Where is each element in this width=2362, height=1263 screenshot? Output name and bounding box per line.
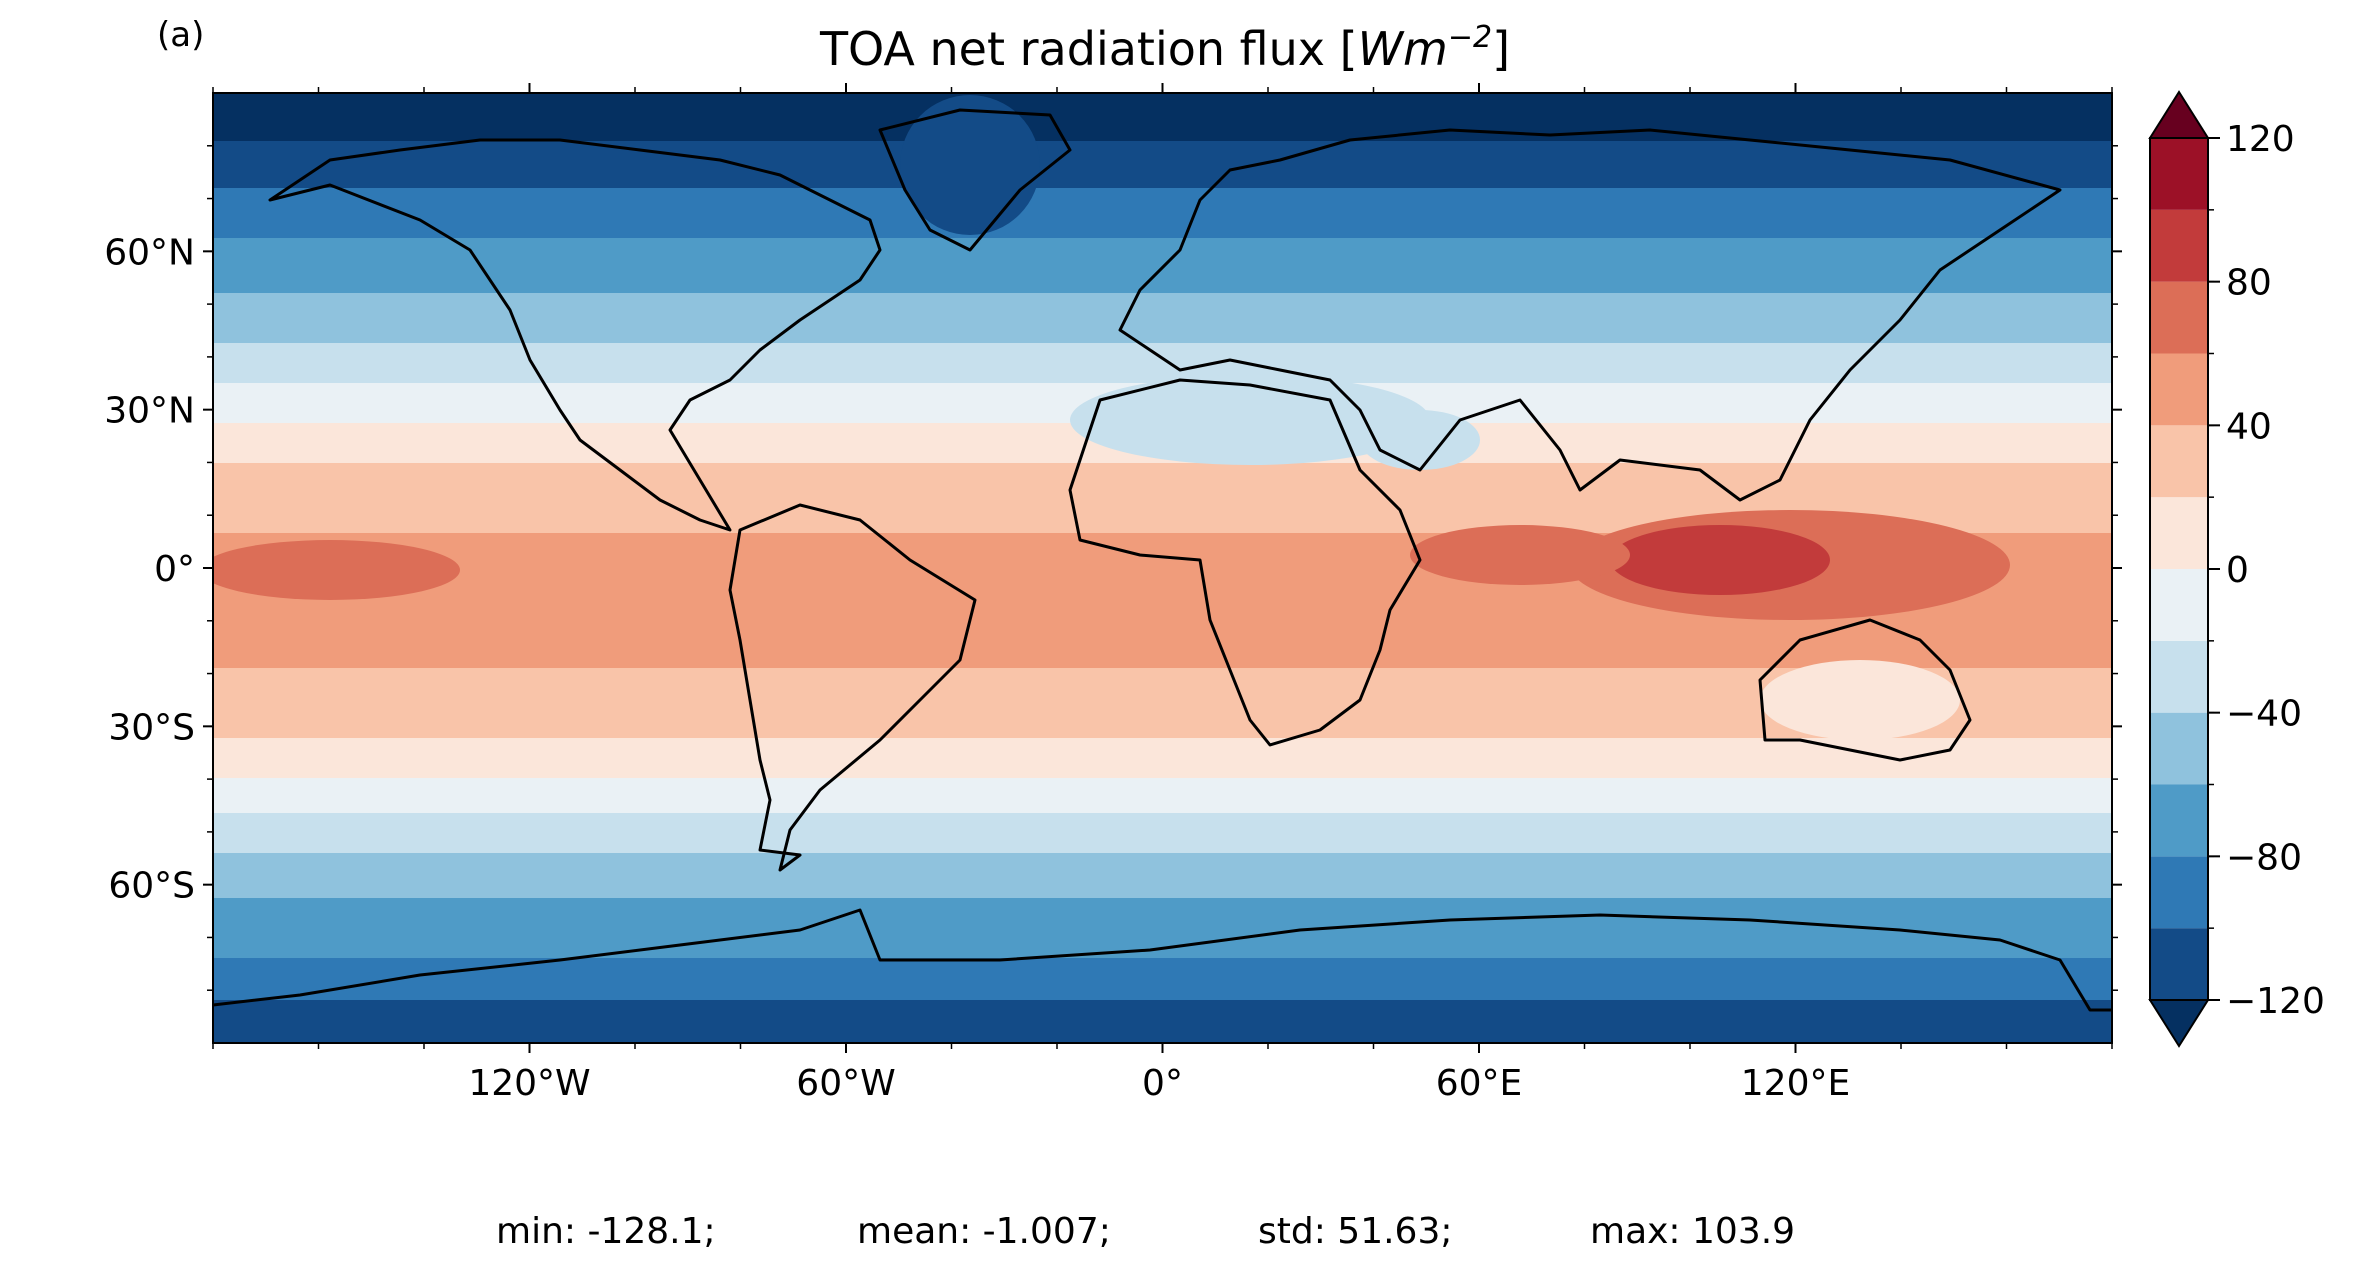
colorbar-segment <box>2150 784 2208 857</box>
band <box>213 293 2112 343</box>
equatorial-pacific-maximum <box>213 540 460 600</box>
map-title-unit: Wm <box>1358 22 1448 76</box>
stat-min: min: -128.1; <box>496 1211 716 1252</box>
band <box>213 93 2112 141</box>
colorbar-segment <box>2150 928 2208 1000</box>
colorbar-tick-label: 80 <box>2226 263 2272 304</box>
radiation-field <box>213 93 2112 1043</box>
band <box>213 738 2112 778</box>
lon-tick-label: 60°W <box>796 1063 895 1104</box>
colorbar-segment <box>2150 281 2208 354</box>
indian-ocean-maximum <box>1410 525 1630 585</box>
coastline-africa <box>1068 378 1422 747</box>
lon-tick-label: 120°E <box>1741 1063 1850 1104</box>
colorbar-tick-label: 120 <box>2226 119 2295 160</box>
colorbar-segment <box>2150 856 2208 929</box>
colorbar-segment <box>2150 712 2208 785</box>
lat-tick-label: 0° <box>154 549 195 590</box>
latitude-axis: 60°N 30°N 0° 30°S 60°S <box>104 145 2122 991</box>
lat-tick-label: 60°N <box>104 232 195 273</box>
map-title-close: ] <box>1492 22 1510 76</box>
colorbar-segment <box>2150 640 2208 713</box>
band <box>213 778 2112 813</box>
coastline-australia <box>1758 618 1972 762</box>
greenland-deficit <box>900 95 1040 235</box>
sahara-deficit <box>1070 375 1430 465</box>
colorbar-segment <box>2150 569 2208 641</box>
colorbar: 120 80 40 0 −40 −80 −120 <box>2148 90 2325 1048</box>
colorbar-segment <box>2150 425 2208 498</box>
colorbar-tick-label: 40 <box>2226 406 2272 447</box>
lon-tick-label: 60°E <box>1436 1063 1523 1104</box>
stat-max: max: 103.9 <box>1590 1211 1795 1252</box>
australia-deficit <box>1760 660 1960 740</box>
colorbar-tick-label: −40 <box>2226 694 2302 735</box>
band <box>213 813 2112 853</box>
lat-tick-label: 30°N <box>104 391 195 432</box>
colorbar-tick-label: −80 <box>2226 837 2302 878</box>
colorbar-segment <box>2150 497 2208 569</box>
colorbar-over-extension <box>2148 90 2210 139</box>
warm-pool-core <box>1610 525 1830 595</box>
lon-tick-label: 120°W <box>468 1063 590 1104</box>
longitude-axis: 120°W 60°W 0° 60°E 120°E <box>212 83 2113 1104</box>
coastline-south-america <box>728 503 977 872</box>
panel-label: (a) <box>157 15 204 55</box>
lat-tick-label: 60°S <box>108 866 195 907</box>
stat-std: std: 51.63; <box>1258 1211 1452 1252</box>
colorbar-tick-label: −120 <box>2226 981 2325 1022</box>
coastlines <box>213 108 2112 1012</box>
colorbar-segment <box>2150 138 2208 210</box>
coastline-greenland <box>878 108 1072 252</box>
colorbar-segment <box>2150 209 2208 282</box>
map-title: TOA net radiation flux [Wm−2] <box>819 20 1510 76</box>
map-title-main: TOA net radiation flux [ <box>819 22 1358 76</box>
coastline-eurasia <box>1118 128 2062 502</box>
stat-mean: mean: -1.007; <box>857 1211 1111 1252</box>
colorbar-segment <box>2150 353 2208 426</box>
coastline-antarctica <box>213 908 2112 1012</box>
map-title-unit-exponent: −2 <box>1448 20 1492 55</box>
antarctic-band <box>213 1000 2112 1043</box>
colorbar-tick-label: 0 <box>2226 550 2249 591</box>
stats-line: min: -128.1; mean: -1.007; std: 51.63; m… <box>496 1211 1795 1252</box>
lon-tick-label: 0° <box>1142 1063 1183 1104</box>
colorbar-under-extension <box>2148 999 2210 1048</box>
band <box>213 853 2112 898</box>
lat-tick-label: 30°S <box>108 707 195 748</box>
band <box>213 188 2112 238</box>
coastline-north-america <box>268 138 882 532</box>
band <box>213 343 2112 383</box>
